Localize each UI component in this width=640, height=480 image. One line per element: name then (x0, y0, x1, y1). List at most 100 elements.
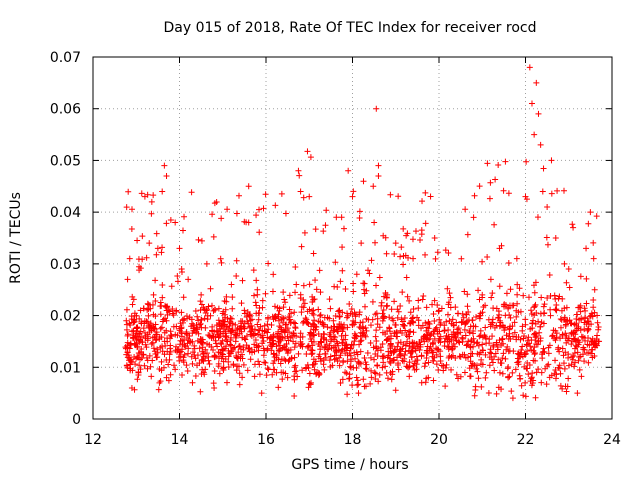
data-point (548, 157, 555, 164)
data-point (192, 372, 199, 379)
data-point (257, 323, 264, 330)
data-point (433, 324, 440, 331)
data-point (444, 285, 451, 292)
data-point (540, 303, 547, 310)
data-point (312, 326, 319, 333)
data-point (320, 356, 327, 363)
data-point (165, 377, 172, 384)
data-point (204, 340, 211, 347)
data-point (483, 369, 490, 376)
data-point (498, 386, 505, 393)
data-point (461, 351, 468, 358)
data-point (269, 288, 276, 295)
data-point (227, 341, 234, 348)
data-point (572, 342, 579, 349)
data-point (425, 359, 432, 366)
data-point (473, 314, 480, 321)
data-point (466, 365, 473, 372)
data-point (540, 345, 547, 352)
data-point (167, 371, 174, 378)
data-point (245, 183, 252, 190)
data-point (350, 288, 357, 295)
data-point (589, 338, 596, 345)
axis-ticks (92, 56, 613, 420)
data-point (161, 329, 168, 336)
data-point (476, 315, 483, 322)
data-point (222, 355, 229, 362)
data-point (565, 266, 572, 273)
data-point (476, 312, 483, 319)
data-point (584, 327, 591, 334)
data-point (336, 313, 343, 320)
data-point (363, 361, 370, 368)
data-point (169, 306, 176, 313)
data-point (198, 357, 205, 364)
data-point (462, 206, 469, 213)
data-point (475, 342, 482, 349)
data-point (410, 329, 417, 336)
data-point (487, 349, 494, 356)
data-point (178, 269, 185, 276)
data-point (356, 309, 363, 316)
data-point (165, 307, 172, 314)
data-point (544, 295, 551, 302)
data-point (210, 380, 217, 387)
data-point (436, 335, 443, 342)
y-tick-label: 0.01 (50, 360, 81, 376)
data-point (338, 214, 345, 221)
data-point (253, 302, 260, 309)
x-tick-label: 18 (344, 432, 362, 448)
data-point (383, 303, 390, 310)
data-point (335, 308, 342, 315)
data-point (437, 348, 444, 355)
data-point (475, 287, 482, 294)
data-point (241, 307, 248, 314)
data-point (561, 314, 568, 321)
data-point (356, 341, 363, 348)
data-point (442, 335, 449, 342)
data-point (553, 330, 560, 337)
data-point (140, 351, 147, 358)
data-point (578, 333, 585, 340)
data-point (136, 362, 143, 369)
data-point (252, 337, 259, 344)
data-point (505, 259, 512, 266)
data-point (261, 328, 268, 335)
data-point (526, 361, 533, 368)
data-point (167, 348, 174, 355)
data-point (522, 379, 529, 386)
data-point (356, 214, 363, 221)
data-point (423, 327, 430, 334)
data-point (373, 310, 380, 317)
data-point (427, 193, 434, 200)
data-point (496, 317, 503, 324)
data-point (139, 233, 146, 240)
data-point (563, 304, 570, 311)
data-point (301, 300, 308, 307)
data-point (128, 313, 135, 320)
data-point (292, 264, 299, 271)
data-point (560, 360, 567, 367)
data-point (528, 375, 535, 382)
data-point (448, 331, 455, 338)
data-point (563, 332, 570, 339)
data-point (371, 219, 378, 226)
data-point (445, 354, 452, 361)
data-point (150, 192, 157, 199)
data-point (577, 327, 584, 334)
data-point (337, 352, 344, 359)
data-point (500, 301, 507, 308)
data-point (585, 220, 592, 227)
data-point (275, 347, 282, 354)
data-point (159, 294, 166, 301)
data-point (156, 379, 163, 386)
data-point (349, 193, 356, 200)
data-point (192, 307, 199, 314)
data-point (519, 353, 526, 360)
data-point (443, 318, 450, 325)
data-point (186, 332, 193, 339)
data-point (376, 324, 383, 331)
data-point (154, 346, 161, 353)
data-point (438, 305, 445, 312)
data-point (218, 259, 225, 266)
